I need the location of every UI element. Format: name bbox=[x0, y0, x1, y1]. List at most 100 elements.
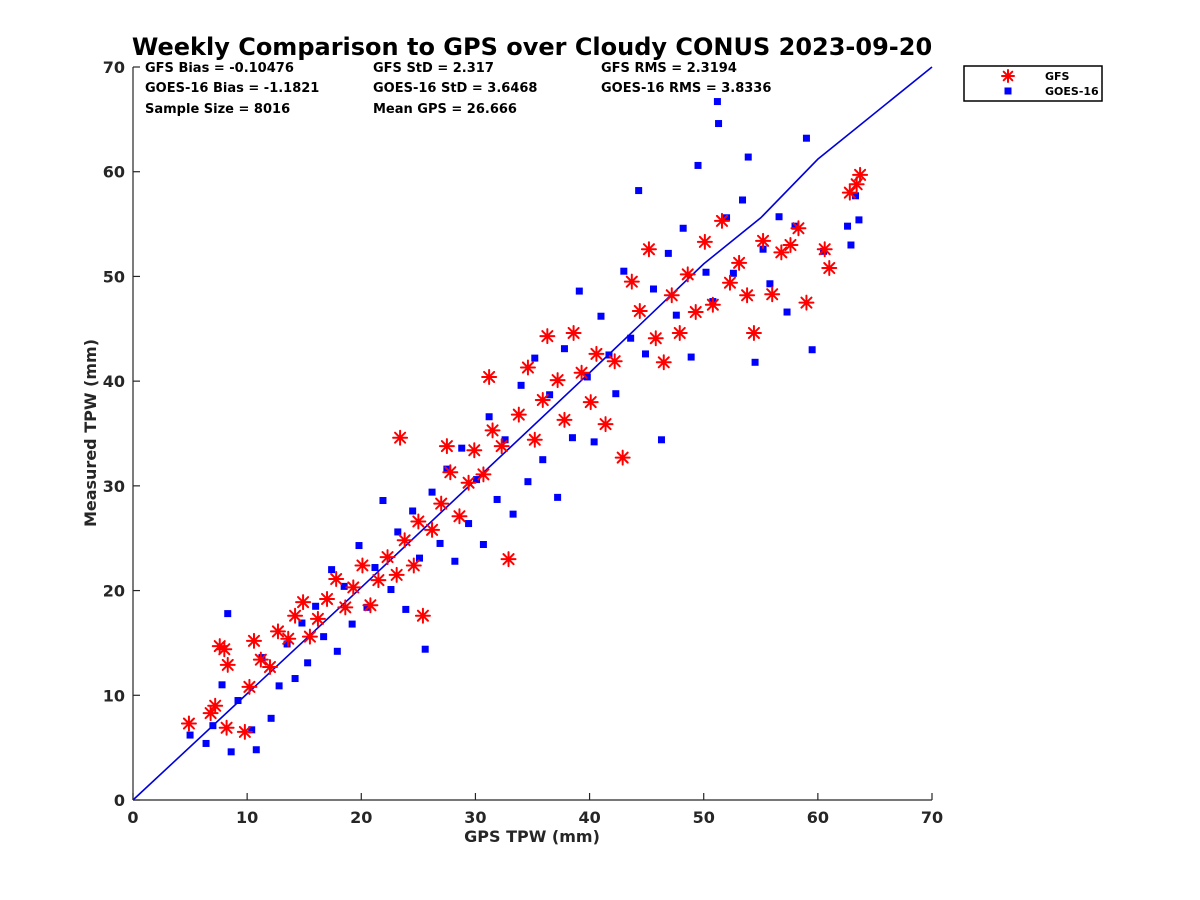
gfs-point-strokes bbox=[433, 495, 450, 512]
gfs-point-strokes bbox=[606, 353, 623, 370]
stat-text: GFS StD = 2.317 bbox=[373, 61, 494, 76]
stat-text: Mean GPS = 26.666 bbox=[373, 102, 517, 117]
gfs-point bbox=[841, 184, 858, 201]
goes16-point bbox=[751, 358, 759, 366]
gfs-point-strokes bbox=[252, 651, 269, 668]
gfs-point bbox=[696, 233, 713, 250]
gfs-point bbox=[640, 241, 657, 258]
goes16-point bbox=[649, 285, 657, 293]
gfs-point bbox=[269, 623, 286, 640]
goes16-point bbox=[554, 493, 562, 501]
gfs-point bbox=[782, 237, 799, 254]
gfs-point-strokes bbox=[202, 705, 219, 722]
gfs-point bbox=[396, 532, 413, 549]
axes-layer: 0 10 20 30 40 50 60 70 0 10 20 30 40 50 60 70 bbox=[103, 58, 943, 827]
gfs-point bbox=[370, 572, 387, 589]
gfs-point bbox=[466, 442, 483, 459]
gfs-point bbox=[510, 406, 527, 423]
stat-text: Sample Size = 8016 bbox=[145, 102, 290, 117]
gfs-point bbox=[202, 705, 219, 722]
gfs-point-strokes bbox=[219, 656, 236, 673]
goes16-point bbox=[723, 214, 731, 222]
gfs-point bbox=[687, 304, 704, 321]
gfs-point bbox=[309, 610, 326, 627]
gfs-point-strokes bbox=[640, 241, 657, 258]
gfs-point-strokes bbox=[713, 212, 730, 229]
x-tick-label: 30 bbox=[464, 808, 486, 827]
gfs-point bbox=[442, 464, 459, 481]
goes16-point bbox=[355, 542, 363, 550]
gfs-point bbox=[388, 566, 405, 583]
gfs-point-strokes bbox=[392, 429, 409, 446]
goes16-point bbox=[509, 510, 517, 518]
goes16-point bbox=[694, 161, 702, 169]
gfs-point bbox=[219, 656, 236, 673]
gfs-point bbox=[410, 513, 427, 530]
goes16-point bbox=[333, 647, 341, 655]
goes16-point bbox=[421, 645, 429, 653]
legend-goes16-label: GOES-16 bbox=[1045, 85, 1099, 98]
goes16-point bbox=[642, 350, 650, 358]
goes16-point bbox=[575, 287, 583, 295]
gfs-point-strokes bbox=[588, 345, 605, 362]
x-tick-label: 50 bbox=[693, 808, 715, 827]
goes16-point bbox=[402, 605, 410, 613]
goes16-point bbox=[501, 436, 509, 444]
goes16-point bbox=[583, 373, 591, 381]
gfs-point-strokes bbox=[687, 304, 704, 321]
gfs-point-strokes bbox=[207, 697, 224, 714]
gfs-point bbox=[328, 571, 345, 588]
goes16-point bbox=[275, 682, 283, 690]
gfs-point-strokes bbox=[442, 464, 459, 481]
goes16-point bbox=[679, 224, 687, 232]
gfs-point-strokes bbox=[782, 237, 799, 254]
gfs-point bbox=[631, 302, 648, 319]
gfs-point-strokes bbox=[236, 723, 253, 740]
gfs-point bbox=[392, 429, 409, 446]
gfs-point bbox=[848, 176, 865, 193]
gfs-point-strokes bbox=[614, 449, 631, 466]
gfs-point-strokes bbox=[245, 632, 262, 649]
gfs-point bbox=[519, 359, 536, 376]
gfs-point-strokes bbox=[241, 678, 258, 695]
gfs-point-strokes bbox=[180, 715, 197, 732]
gfs-point bbox=[526, 431, 543, 448]
goes16-point bbox=[348, 620, 356, 628]
stat-text: GOES-16 Bias = -1.1821 bbox=[145, 81, 319, 96]
gfs-point-strokes bbox=[405, 557, 422, 574]
x-tick-label: 0 bbox=[127, 808, 138, 827]
gfs-point bbox=[816, 241, 833, 258]
gfs-point bbox=[280, 630, 297, 647]
gfs-point-strokes bbox=[582, 394, 599, 411]
legend-gfs-marker bbox=[1001, 69, 1015, 83]
goes16-point bbox=[227, 748, 235, 756]
goes16-point bbox=[844, 222, 852, 230]
goes16-point bbox=[248, 726, 256, 734]
gfs-point-strokes bbox=[647, 330, 664, 347]
gfs-point bbox=[241, 678, 258, 695]
gfs-point-strokes bbox=[460, 474, 477, 491]
gfs-point bbox=[500, 551, 517, 568]
goes16-point bbox=[855, 216, 863, 224]
goes16-point bbox=[627, 334, 635, 342]
gfs-point-strokes bbox=[424, 521, 441, 538]
gfs-point-strokes bbox=[396, 532, 413, 549]
goes16-point bbox=[186, 731, 194, 739]
gfs-point bbox=[484, 422, 501, 439]
goes16-point bbox=[702, 268, 710, 276]
y-tick-label: 10 bbox=[103, 686, 125, 705]
gfs-point bbox=[287, 607, 304, 624]
gfs-point bbox=[451, 508, 468, 525]
goes16-point bbox=[802, 134, 810, 142]
goes16-point bbox=[713, 98, 721, 106]
gfs-point-strokes bbox=[309, 610, 326, 627]
gfs-point bbox=[319, 590, 336, 607]
goes16-point bbox=[775, 213, 783, 221]
gfs-point-strokes bbox=[852, 166, 869, 183]
x-tick-label: 10 bbox=[236, 808, 258, 827]
gfs-point-strokes bbox=[671, 324, 688, 341]
y-tick-label: 50 bbox=[103, 267, 125, 286]
goes16-point bbox=[729, 269, 737, 277]
gfs-point-strokes bbox=[745, 324, 762, 341]
